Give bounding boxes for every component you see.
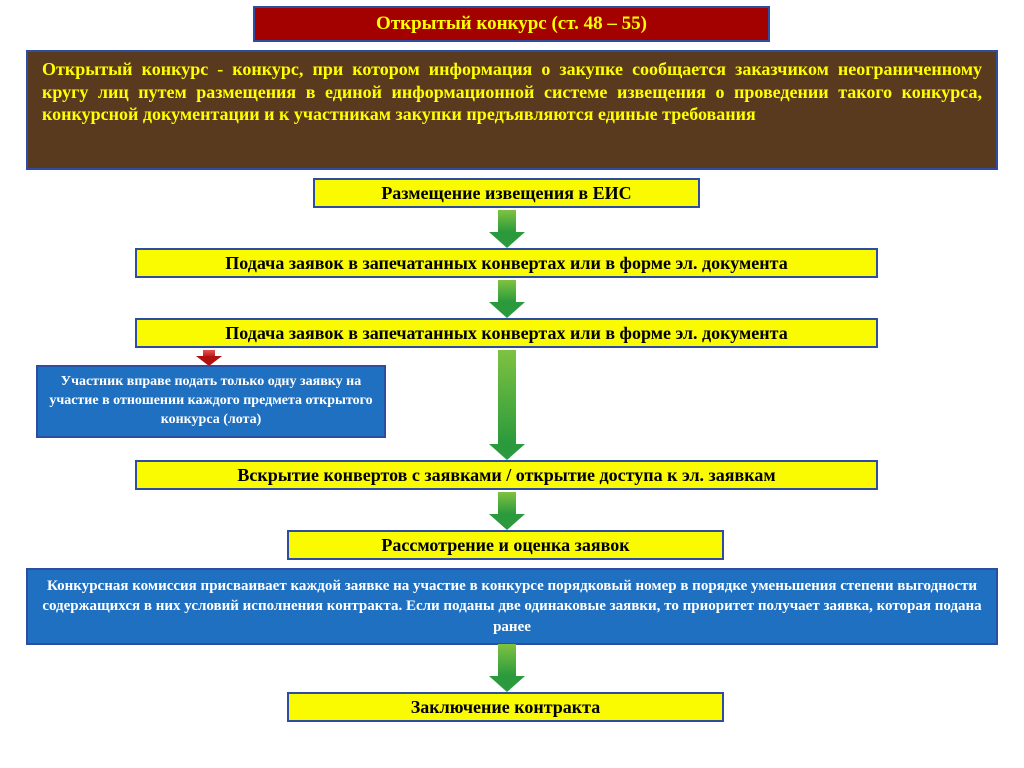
- step-1: Размещение извещения в ЕИС: [313, 178, 700, 208]
- arrow-down-icon: [498, 350, 525, 460]
- arrow-down-icon: [498, 280, 525, 318]
- step-2: Подача заявок в запечатанных конвертах и…: [135, 248, 878, 278]
- definition-box: Открытый конкурс - конкурс, при котором …: [26, 50, 998, 170]
- arrow-down-icon: [498, 210, 525, 248]
- definition-text: Открытый конкурс - конкурс, при котором …: [42, 59, 982, 124]
- step-2-text: Подача заявок в запечатанных конвертах и…: [225, 253, 787, 274]
- side-note: Участник вправе подать только одну заявк…: [36, 365, 386, 438]
- step-1-text: Размещение извещения в ЕИС: [381, 183, 631, 204]
- title-box: Открытый конкурс (ст. 48 – 55): [253, 6, 770, 42]
- step-3-text: Подача заявок в запечатанных конвертах и…: [225, 323, 787, 344]
- step-5-text: Рассмотрение и оценка заявок: [381, 535, 629, 556]
- step-6: Заключение контракта: [287, 692, 724, 722]
- arrow-down-icon: [498, 644, 525, 692]
- commission-note: Конкурсная комиссия присваивает каждой з…: [26, 568, 998, 645]
- step-3: Подача заявок в запечатанных конвертах и…: [135, 318, 878, 348]
- step-5: Рассмотрение и оценка заявок: [287, 530, 724, 560]
- commission-note-text: Конкурсная комиссия присваивает каждой з…: [42, 578, 981, 635]
- step-6-text: Заключение контракта: [411, 697, 600, 718]
- step-4: Вскрытие конвертов с заявками / открытие…: [135, 460, 878, 490]
- step-4-text: Вскрытие конвертов с заявками / открытие…: [237, 465, 775, 486]
- side-note-text: Участник вправе подать только одну заявк…: [49, 374, 372, 427]
- arrow-down-icon: [498, 492, 525, 530]
- arrow-down-red-icon: [203, 350, 222, 366]
- title-text: Открытый конкурс (ст. 48 – 55): [376, 13, 647, 35]
